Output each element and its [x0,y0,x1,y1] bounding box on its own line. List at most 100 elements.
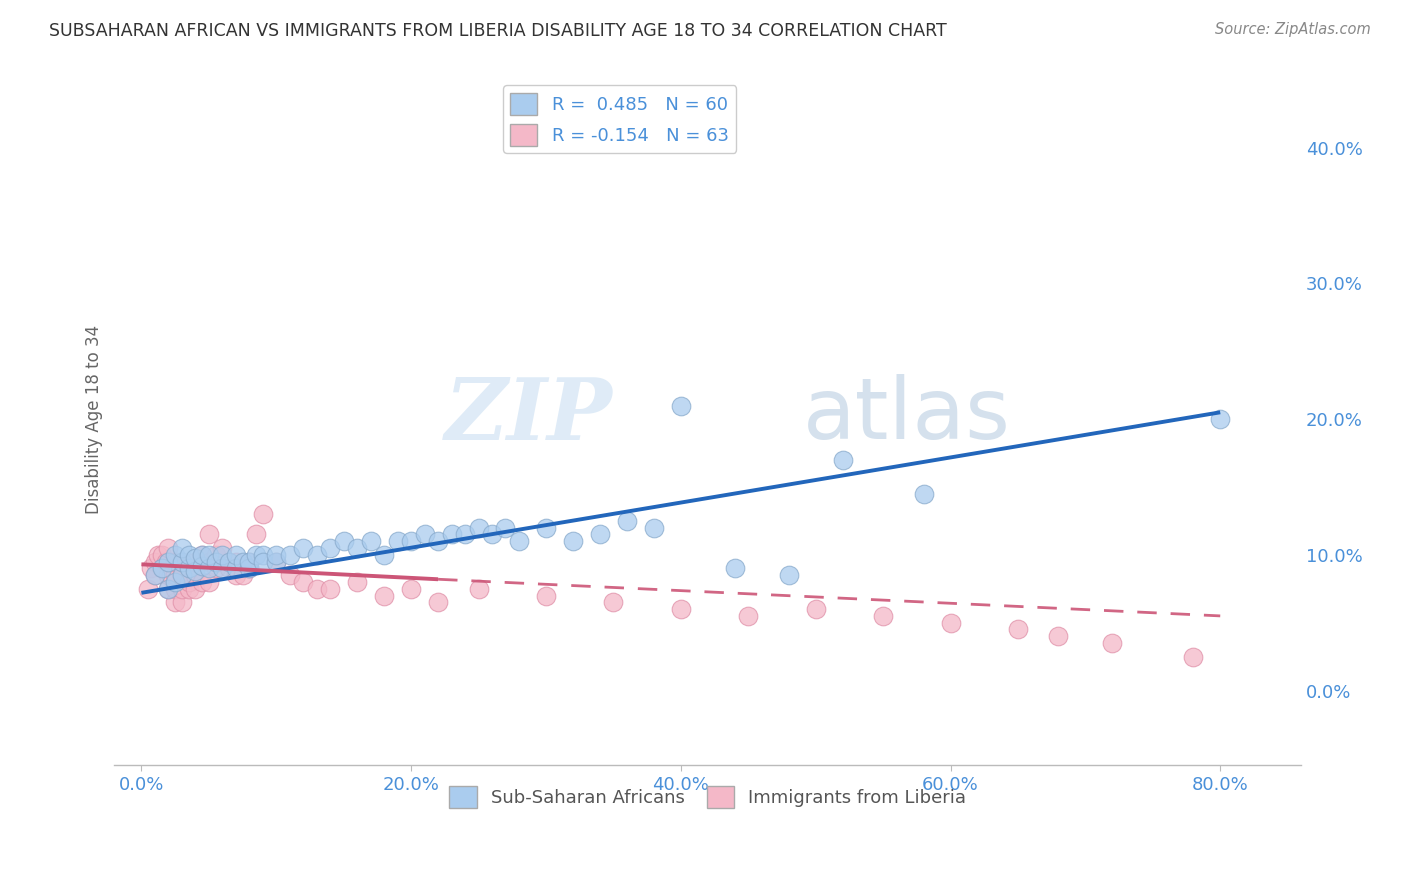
Point [170,568,193,582]
Point [508,534,530,549]
Point [399,534,422,549]
Point [872,608,894,623]
Point [804,602,827,616]
Point [534,589,557,603]
Point [198,561,221,575]
Point [157,582,180,596]
Point [211,541,233,555]
Point [602,595,624,609]
Point [165,555,187,569]
Point [534,521,557,535]
Point [225,555,247,569]
Point [191,558,214,573]
Point [669,399,692,413]
Point [305,548,328,562]
Point [150,561,173,575]
Point [198,527,221,541]
Text: ZIP: ZIP [444,374,613,458]
Point [616,514,638,528]
Point [467,582,489,596]
Point [204,561,226,575]
Point [737,608,759,623]
Point [170,555,193,569]
Point [1101,636,1123,650]
Point [160,568,183,582]
Point [184,555,207,569]
Point [143,568,166,582]
Point [319,582,342,596]
Point [143,555,166,569]
Point [939,615,962,630]
Point [157,582,180,596]
Point [778,568,800,582]
Text: atlas: atlas [803,374,1011,457]
Point [184,582,207,596]
Point [245,527,267,541]
Point [170,582,193,596]
Point [399,582,422,596]
Point [157,568,180,582]
Text: SUBSAHARAN AFRICAN VS IMMIGRANTS FROM LIBERIA DISABILITY AGE 18 TO 34 CORRELATIO: SUBSAHARAN AFRICAN VS IMMIGRANTS FROM LI… [49,22,948,40]
Point [198,555,221,569]
Point [481,527,503,541]
Point [165,568,187,582]
Point [157,555,180,569]
Point [373,589,395,603]
Point [139,561,162,575]
Point [155,555,177,569]
Point [373,548,395,562]
Point [198,574,221,589]
Point [292,574,315,589]
Point [218,561,240,575]
Point [191,548,214,562]
Point [561,534,583,549]
Point [669,602,692,616]
Point [238,561,260,575]
Point [264,548,287,562]
Point [211,561,233,575]
Point [184,568,207,582]
Point [319,541,342,555]
Legend: Sub-Saharan Africans, Immigrants from Liberia: Sub-Saharan Africans, Immigrants from Li… [443,779,973,815]
Point [252,507,274,521]
Point [643,521,665,535]
Point [387,534,409,549]
Point [589,527,612,541]
Point [225,548,247,562]
Point [184,564,207,578]
Point [252,555,274,569]
Point [170,568,193,582]
Point [1209,412,1232,426]
Point [252,548,274,562]
Point [218,555,240,569]
Point [831,452,853,467]
Point [231,568,253,582]
Point [231,555,253,569]
Point [278,548,301,562]
Point [238,561,260,575]
Point [1047,629,1070,643]
Point [170,555,193,569]
Point [157,555,180,569]
Point [177,582,200,596]
Text: Source: ZipAtlas.com: Source: ZipAtlas.com [1215,22,1371,37]
Point [332,534,354,549]
Point [305,582,328,596]
Point [264,555,287,569]
Point [278,568,301,582]
Point [177,574,200,589]
Point [165,574,187,589]
Point [238,555,260,569]
Point [912,487,935,501]
Point [440,527,463,541]
Point [177,548,200,562]
Point [165,548,187,562]
Point [427,534,450,549]
Point [157,541,180,555]
Point [198,548,221,562]
Point [225,568,247,582]
Point [191,548,214,562]
Point [413,527,436,541]
Point [454,527,477,541]
Point [495,521,517,535]
